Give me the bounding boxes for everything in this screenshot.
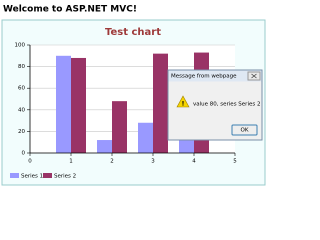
plot: 0 20 40 60 80 100 0 1 2 3 4 5 Series 1 Series 2 <box>10 43 237 180</box>
y-tick-label: 0 <box>22 151 26 157</box>
chart-title: Test chart <box>105 27 161 38</box>
ok-button[interactable] <box>231 124 258 136</box>
dialog-titlebar <box>168 70 262 82</box>
bar <box>97 140 112 153</box>
warning-icon <box>176 95 190 108</box>
x-tick-label: 5 <box>233 159 237 165</box>
bar <box>71 57 86 153</box>
y-tick-label: 80 <box>18 64 25 70</box>
legend-label: Series 1 <box>21 174 43 180</box>
legend-swatch <box>43 173 52 178</box>
warning-mark: ! <box>182 101 185 108</box>
page: Welcome to ASP.NET MVC! Test chart 02040… <box>1 5 266 186</box>
x-tick-label: 2 <box>110 159 114 165</box>
ok-label: OK <box>241 128 249 134</box>
close-icon <box>251 73 257 79</box>
x-tick-label: 4 <box>192 159 196 165</box>
dialog-title: Message from webpage <box>171 74 237 80</box>
x-tick-label: 3 <box>151 159 155 165</box>
bar <box>56 55 71 153</box>
bar <box>138 122 153 153</box>
y-tick-label: 40 <box>18 107 25 113</box>
x-tick-label: 0 <box>28 159 32 165</box>
x-tick-label: 1 <box>69 159 73 165</box>
y-tick-label: 100 <box>15 43 26 49</box>
y-tick-label: 20 <box>18 129 25 135</box>
bar <box>112 101 127 153</box>
y-tick-label: 60 <box>18 86 25 92</box>
dialog: Message from webpage ! value 80, series … <box>167 69 263 141</box>
legend-label: Series 2 <box>54 174 76 180</box>
bar <box>153 53 168 153</box>
dialog-message: value 80, series Series 2 <box>193 102 260 108</box>
legend-swatch <box>10 173 19 178</box>
page-title: Welcome to ASP.NET MVC! <box>3 5 137 15</box>
